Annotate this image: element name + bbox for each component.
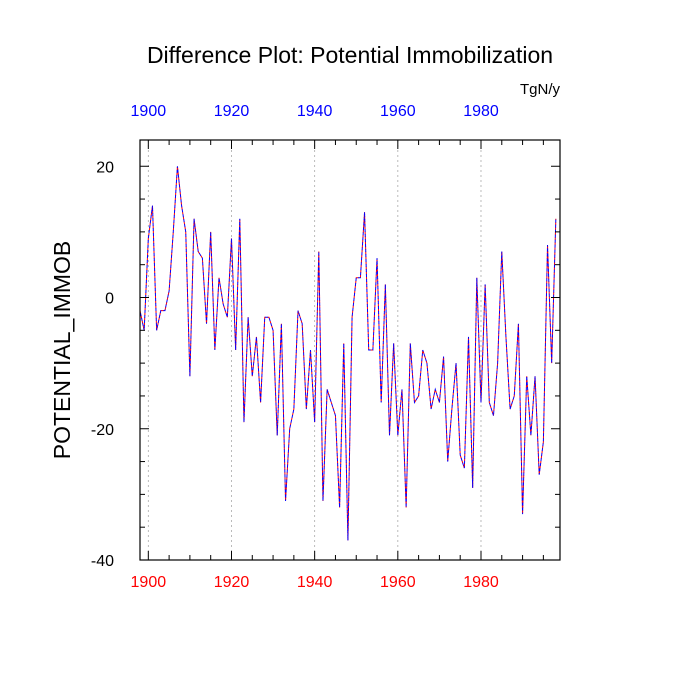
plot-frame	[139, 139, 561, 561]
x-tick-label-bottom-1940: 1940	[297, 574, 333, 591]
x-tick-label-top-1960: 1960	[380, 103, 416, 120]
tick-labels: 1900 1900 1920 1920 1940 1940 1960 1960 1980 1980…	[91, 103, 499, 591]
x-tick-label-bottom-1900: 1900	[131, 574, 167, 591]
chart-title: Difference Plot: Potential Immobilizatio…	[147, 42, 553, 68]
y-tick-label-0: 0	[105, 291, 114, 308]
x-tick-label-bottom-1920: 1920	[214, 574, 250, 591]
x-tick-label-top-1980: 1980	[463, 103, 499, 120]
series-line-red-0	[139, 166, 557, 541]
y-tick-label--20: -20	[91, 422, 114, 439]
units-label: TgN/y	[520, 81, 561, 98]
axis-ticks	[140, 140, 560, 561]
data-series	[139, 166, 557, 541]
x-tick-label-bottom-1960: 1960	[380, 574, 416, 591]
x-tick-label-top-1920: 1920	[214, 103, 250, 120]
y-tick-label--40: -40	[91, 553, 114, 570]
x-tick-label-bottom-1980: 1980	[463, 574, 499, 591]
series-line-blue-0	[139, 166, 557, 541]
y-tick-label-20: 20	[96, 159, 114, 176]
x-tick-label-top-1900: 1900	[131, 103, 167, 120]
x-tick-label-top-1940: 1940	[297, 103, 333, 120]
gridlines	[147, 140, 482, 560]
y-axis-label: POTENTIAL_IMMOB	[49, 241, 75, 460]
